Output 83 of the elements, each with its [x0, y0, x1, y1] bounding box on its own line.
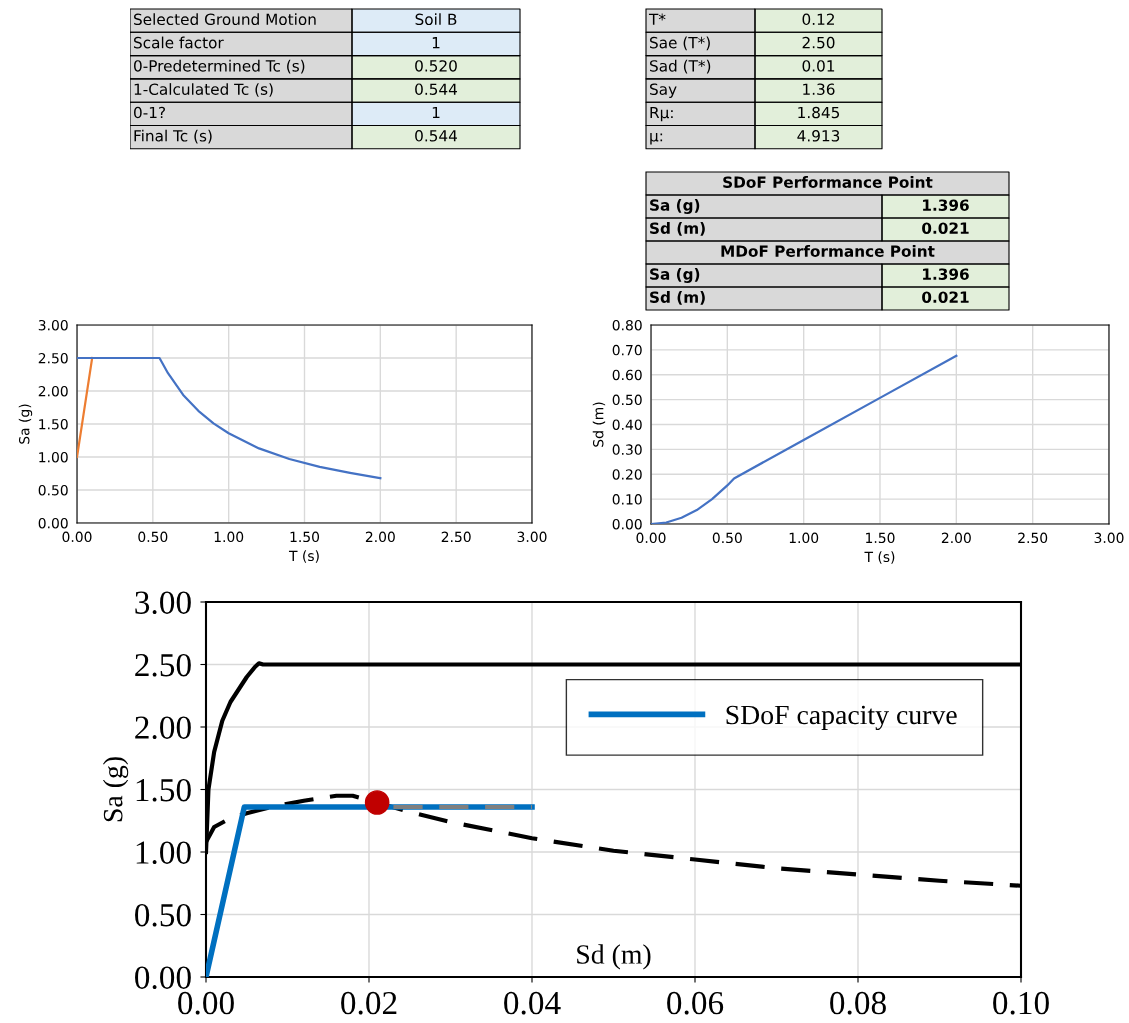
text: 0.520: [415, 60, 457, 72]
text: μ:: [650, 133, 663, 145]
y-tick-label: 2.00: [135, 716, 191, 740]
x-tick-label: 0.08: [830, 991, 886, 1015]
y-tick-label: 0.00: [135, 966, 191, 990]
y-tick-label: 0.00: [612, 518, 642, 530]
x-tick-label: 0.02: [341, 991, 397, 1015]
y-tick-label: 1.50: [39, 418, 68, 430]
text: T*: [648, 13, 666, 25]
text: 2.50: [802, 36, 835, 49]
x-axis-title: T (s): [864, 551, 895, 564]
text: Scale factor: [134, 36, 224, 49]
text: 0.021: [922, 291, 969, 303]
x-tick-label: 0.00: [62, 531, 92, 543]
y-tick-label: 1.00: [39, 451, 68, 463]
y-tick-label: 2.00: [38, 385, 68, 397]
text: 4.913: [797, 130, 840, 142]
y-tick-label: 0.50: [135, 903, 191, 927]
y-tick-label: 0.60: [612, 369, 642, 381]
x-axis-title: Sd (m): [577, 944, 651, 970]
text: Sd (m): [650, 291, 705, 305]
text: Say: [650, 83, 677, 98]
y-tick-label: 3.00: [135, 591, 191, 615]
y-tick-label: 1.00: [136, 841, 191, 865]
text: 0.544: [415, 130, 458, 142]
y-tick-label: 0.50: [38, 484, 68, 496]
text: 1-Calculated Tc (s): [134, 83, 273, 97]
x-tick-label: 2.50: [441, 531, 471, 543]
text: 1.845: [798, 106, 840, 119]
text: Sa (g): [650, 199, 700, 214]
text: Final Tc (s): [134, 129, 212, 144]
text: 1: [432, 37, 440, 49]
x-tick-label: 2.00: [941, 532, 971, 544]
x-tick-label: 3.00: [517, 531, 547, 543]
y-tick-label: 2.50: [135, 653, 191, 677]
y-tick-label: 0.30: [612, 444, 642, 455]
y-tick-label: 0.50: [612, 394, 642, 406]
x-tick-label: 1.50: [290, 531, 320, 543]
y-axis-title: Sa (g): [18, 404, 33, 444]
text: Soil B: [415, 13, 457, 26]
text: 1.396: [923, 199, 969, 211]
x-tick-label: 1.00: [214, 531, 244, 543]
text: SDoF Performance Point: [723, 176, 933, 188]
x-tick-label: 0.00: [178, 991, 234, 1015]
y-tick-label: 0.40: [612, 419, 642, 430]
y-tick-label: 1.50: [136, 778, 191, 802]
x-tick-label: 1.50: [866, 532, 895, 544]
text: 0-Predetermined Tc (s): [134, 59, 305, 74]
y-axis-title: Sd (m): [592, 402, 606, 447]
x-tick-label: 2.50: [1018, 532, 1048, 544]
y-tick-label: 0.10: [612, 494, 642, 505]
x-tick-label: 0.10: [993, 991, 1049, 1015]
y-tick-label: 0.00: [38, 517, 68, 529]
x-axis-title: T (s): [288, 550, 319, 563]
y-tick-label: 3.00: [38, 319, 68, 331]
y-tick-label: 2.50: [38, 352, 68, 364]
text: 0.544: [415, 83, 458, 95]
text: 0.01: [802, 60, 835, 72]
x-tick-label: 0.00: [636, 532, 666, 544]
text: Sad (T*): [650, 59, 711, 74]
x-tick-label: 0.50: [712, 532, 742, 544]
text: 0.12: [802, 13, 834, 26]
text: Sa (g): [650, 268, 700, 283]
text: Sd (m): [650, 222, 705, 236]
text: MDoF Performance Point: [721, 245, 935, 257]
text: Rμ:: [650, 106, 673, 122]
text: 1.396: [923, 268, 969, 280]
x-tick-label: 3.00: [1094, 532, 1124, 544]
y-axis-title: Sa (g): [102, 757, 129, 822]
text: Sae (T*): [650, 36, 710, 51]
text: 0-1?: [134, 106, 165, 119]
y-tick-label: 0.80: [612, 319, 642, 331]
text: 1.36: [803, 83, 835, 95]
x-tick-label: 0.04: [504, 991, 561, 1015]
text: Selected Ground Motion: [134, 13, 316, 26]
y-tick-label: 0.20: [612, 469, 642, 480]
x-tick-label: 0.06: [667, 991, 724, 1015]
y-tick-label: 0.70: [612, 344, 642, 356]
text: 0.021: [922, 222, 969, 234]
text: 1: [432, 106, 440, 119]
x-tick-label: 1.00: [789, 532, 819, 544]
x-tick-label: 2.00: [365, 531, 395, 543]
legend-label: SDoF capacity curve: [726, 705, 957, 731]
